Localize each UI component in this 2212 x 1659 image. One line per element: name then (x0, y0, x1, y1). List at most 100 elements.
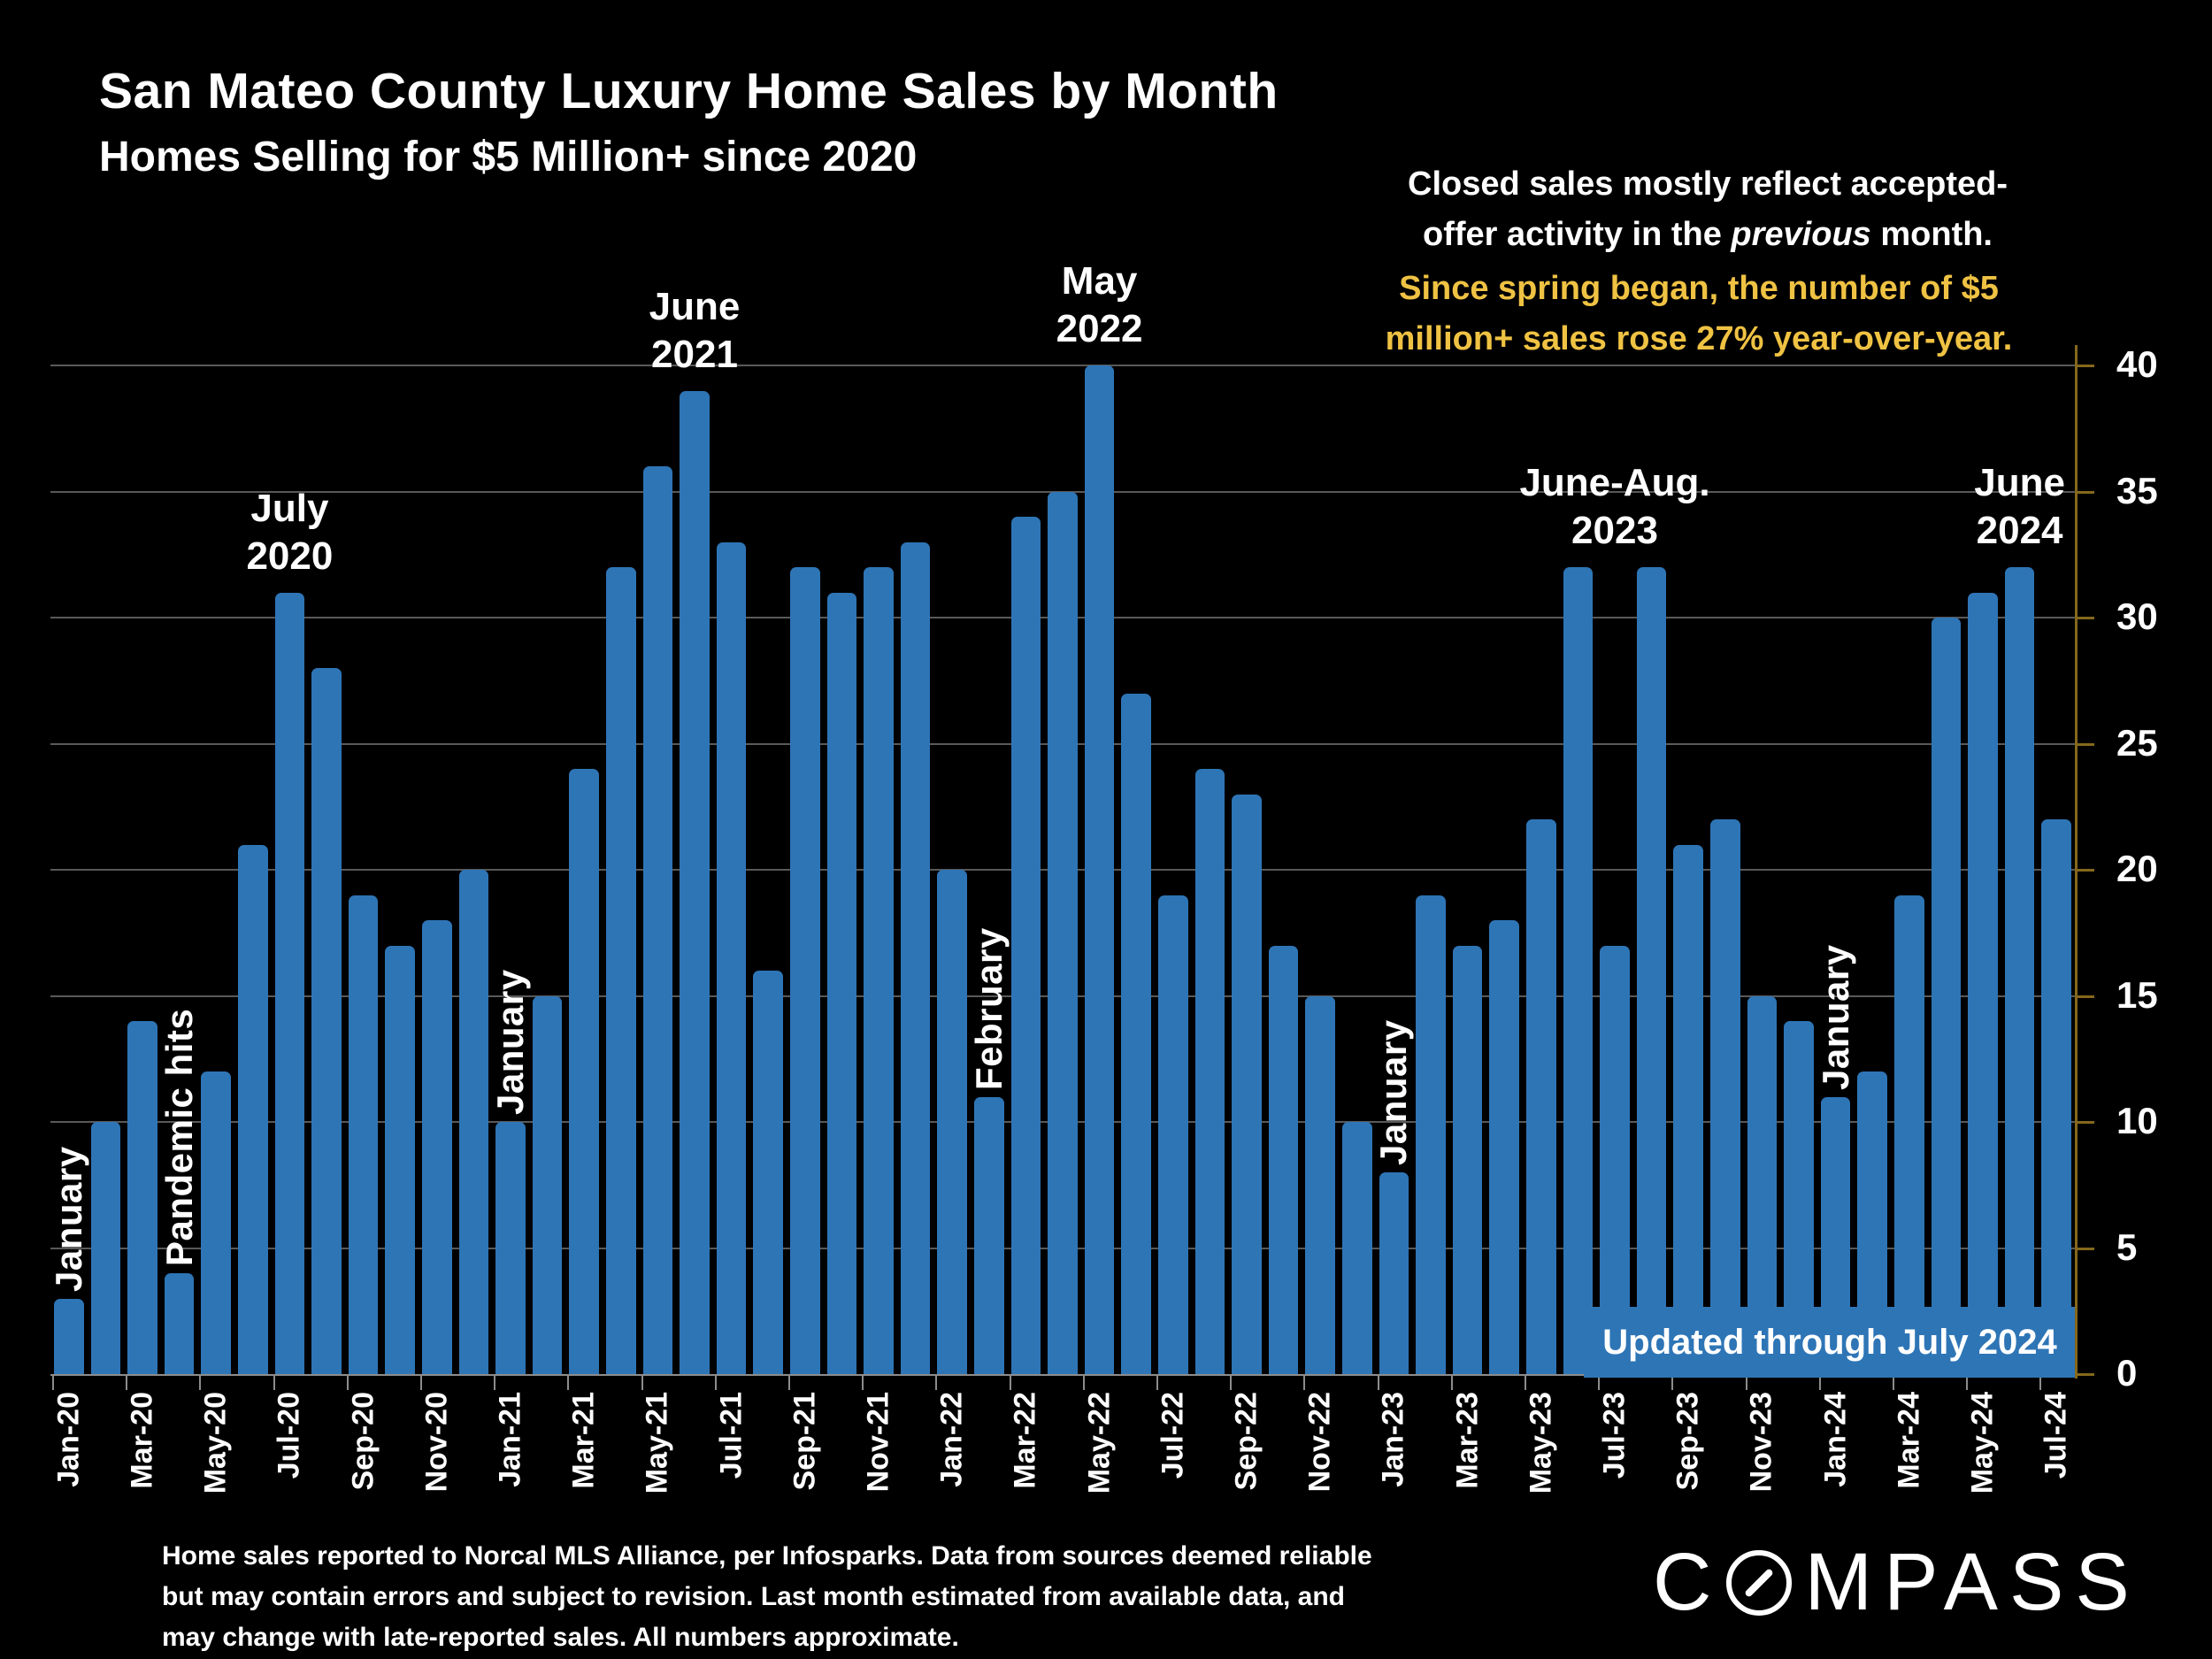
x-label-text: Sep-21 (787, 1392, 822, 1491)
x-axis-line (50, 1374, 2078, 1376)
x-tick (1377, 1376, 1379, 1390)
compass-needle-icon (1726, 1549, 1793, 1616)
y-label-30: 30 (2116, 595, 2158, 637)
x-tick (567, 1376, 570, 1390)
x-tick (714, 1376, 717, 1390)
y-label-0: 0 (2116, 1352, 2138, 1394)
x-label-text: Jul-24 (2039, 1392, 2073, 1479)
y-tick (2075, 490, 2094, 494)
bar-Jul-21 (716, 541, 747, 1374)
x-tick (1156, 1376, 1158, 1390)
compass-logo: C MPASS (1653, 1536, 2141, 1629)
bar-Sep-20 (348, 895, 379, 1374)
y-label-25: 25 (2116, 721, 2158, 764)
x-label-text: Nov-22 (1302, 1392, 1337, 1493)
bar-Jun-20 (238, 844, 268, 1374)
bar-May-23 (1526, 819, 1556, 1374)
bar-Apr-24 (1931, 618, 1962, 1374)
bar-Apr-20 (164, 1273, 195, 1374)
annotation-text: January (1372, 1019, 1415, 1165)
x-tick (1082, 1376, 1085, 1390)
x-label-text: Jan-24 (1818, 1392, 1853, 1487)
bar-Oct-20 (385, 945, 415, 1374)
compass-logo-text: MPASS (1804, 1537, 2141, 1627)
page-subtitle: Homes Selling for $5 Million+ since 2020 (99, 134, 918, 180)
annotation-June-Aug.-2023: June-Aug. 2023 (1519, 461, 1710, 552)
bar-Oct-22 (1268, 945, 1299, 1374)
x-label-text: Sep-22 (1229, 1392, 1263, 1491)
x-tick (420, 1376, 422, 1390)
bar-Aug-22 (1194, 769, 1225, 1374)
bar-Dec-20 (458, 870, 489, 1374)
x-label-text: May-23 (1524, 1392, 1558, 1494)
y-axis-line (2075, 345, 2078, 1379)
bar-Nov-22 (1305, 995, 1335, 1374)
note-closed-sales-line2: offer activity in the previous month. (1423, 216, 1993, 253)
bar-Nov-20 (422, 920, 452, 1374)
annotation-June-2024: June 2024 (1974, 461, 2065, 552)
bar-Jun-24 (2004, 567, 2035, 1374)
x-label-text: Jul-21 (714, 1392, 749, 1479)
bar-Aug-23 (1636, 567, 1667, 1374)
x-tick (2039, 1376, 2042, 1390)
bar-Apr-23 (1489, 920, 1519, 1374)
bar-Jun-21 (680, 390, 710, 1374)
x-label-text: May-24 (1965, 1392, 2000, 1494)
bar-Feb-21 (532, 995, 563, 1374)
x-label-text: Mar-23 (1450, 1392, 1485, 1489)
x-label-text: Jul-23 (1597, 1392, 1632, 1479)
x-label-text: May-21 (640, 1392, 674, 1494)
y-tick (2075, 1373, 2094, 1376)
x-label-text: May-20 (198, 1392, 233, 1494)
x-label-text: May-22 (1082, 1392, 1117, 1494)
bar-Dec-22 (1342, 1122, 1372, 1374)
bar-Mar-22 (1010, 517, 1041, 1374)
x-tick (1230, 1376, 1233, 1390)
annotation-text: Pandemic hits (157, 1008, 200, 1266)
updated-banner: Updated through July 2024 (1584, 1307, 2076, 1378)
bar-Jan-23 (1379, 1172, 1409, 1374)
y-tick (2075, 365, 2094, 367)
bar-Jul-20 (274, 592, 305, 1374)
x-label-text: Mar-20 (125, 1392, 159, 1489)
x-label-text: Jan-22 (934, 1392, 969, 1487)
annotation-May-2022: May 2022 (1056, 259, 1143, 350)
x-tick (494, 1376, 496, 1390)
page-title: San Mateo County Luxury Home Sales by Mo… (99, 63, 1279, 119)
x-tick (126, 1376, 128, 1390)
x-label-text: Sep-23 (1671, 1392, 1705, 1491)
bar-Aug-21 (753, 971, 783, 1374)
y-tick (2075, 869, 2094, 872)
compass-logo-text: C (1653, 1537, 1724, 1627)
x-label-text: Jul-22 (1156, 1392, 1190, 1479)
gridline (50, 365, 2075, 366)
x-tick (1671, 1376, 1674, 1390)
x-label-text: Jul-20 (272, 1392, 306, 1479)
y-tick (2075, 1247, 2094, 1250)
bar-Oct-21 (826, 592, 857, 1374)
bar-Jul-22 (1158, 895, 1188, 1374)
y-label-5: 5 (2116, 1225, 2138, 1268)
x-label-text: Mar-21 (566, 1392, 601, 1489)
annotation-text: February (967, 926, 1010, 1090)
note-spring-stat-line1: Since spring began, the number of $5 (1399, 270, 1999, 307)
annotation-text: January (489, 969, 531, 1115)
bar-Feb-20 (90, 1122, 121, 1374)
y-label-15: 15 (2116, 973, 2158, 1016)
bar-Mar-21 (569, 769, 599, 1374)
bar-Jul-23 (1600, 945, 1630, 1374)
bar-May-24 (1968, 592, 1998, 1374)
y-tick (2075, 742, 2094, 746)
x-tick (1966, 1376, 1969, 1390)
x-tick (273, 1376, 275, 1390)
bar-Jan-22 (937, 870, 967, 1374)
x-tick (1525, 1376, 1526, 1390)
x-tick (1450, 1376, 1453, 1390)
annotation-text: January (1814, 943, 1856, 1090)
bar-Mar-24 (1894, 895, 1924, 1374)
footnote: Home sales reported to Norcal MLS Allian… (162, 1536, 1372, 1658)
bar-Sep-21 (790, 567, 820, 1374)
x-label-text: Nov-23 (1744, 1392, 1778, 1493)
